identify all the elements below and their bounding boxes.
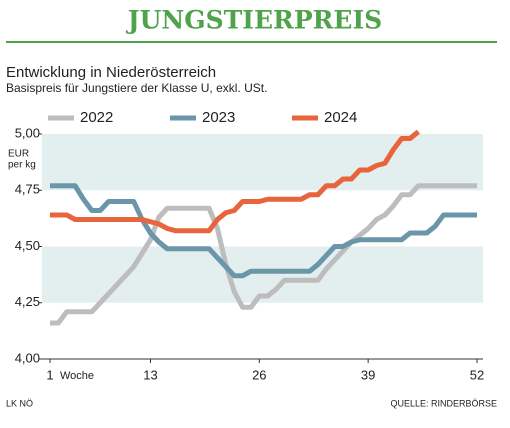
y-tick-label: 5,00	[15, 125, 40, 140]
y-axis-label: per kg	[8, 160, 36, 171]
source-right: QUELLE: RINDERBÖRSE	[390, 398, 497, 408]
description: Basispreis für Jungstiere der Klasse U, …	[6, 81, 267, 95]
x-tick-label: 39	[361, 367, 375, 382]
y-axis-label: EUR	[8, 149, 29, 160]
x-tick-label: 13	[143, 367, 157, 382]
x-tick-label: 26	[252, 367, 266, 382]
y-tick-label: 4,50	[15, 238, 40, 253]
series-line	[50, 183, 477, 279]
series-line	[50, 129, 420, 234]
source-left: LK NÖ	[6, 398, 33, 408]
y-tick-label: 4,25	[15, 294, 40, 309]
x-tick-label: 52	[470, 367, 484, 382]
band	[42, 246, 483, 303]
subtitle: Entwicklung in Niederösterreich	[6, 64, 216, 81]
legend-label: 2022	[80, 109, 113, 126]
y-tick-label: 4,75	[15, 182, 40, 197]
legend-label: 2024	[324, 109, 357, 126]
x-axis-label: Woche	[60, 370, 94, 382]
series-line	[50, 183, 477, 326]
x-tick-label: 1	[46, 367, 53, 382]
y-tick-label: 4,00	[15, 350, 40, 365]
band	[42, 134, 483, 191]
chart-title: JUNGSTIERPREIS	[126, 6, 382, 35]
legend-label: 2023	[202, 109, 235, 126]
